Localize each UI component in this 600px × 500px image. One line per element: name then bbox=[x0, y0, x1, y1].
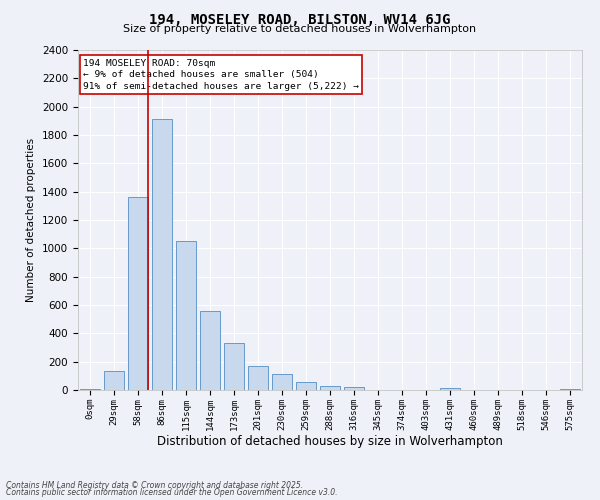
Bar bbox=[440, 388, 460, 390]
Text: Contains HM Land Registry data © Crown copyright and database right 2025.: Contains HM Land Registry data © Crown c… bbox=[6, 480, 303, 490]
Bar bbox=[104, 371, 124, 390]
Bar bbox=[560, 388, 580, 390]
Text: 194 MOSELEY ROAD: 70sqm
← 9% of detached houses are smaller (504)
91% of semi-de: 194 MOSELEY ROAD: 70sqm ← 9% of detached… bbox=[83, 58, 359, 91]
Bar bbox=[296, 382, 316, 390]
Text: 194, MOSELEY ROAD, BILSTON, WV14 6JG: 194, MOSELEY ROAD, BILSTON, WV14 6JG bbox=[149, 12, 451, 26]
Bar bbox=[344, 387, 364, 390]
Bar bbox=[152, 120, 172, 390]
Bar bbox=[80, 388, 100, 390]
Bar bbox=[272, 374, 292, 390]
Y-axis label: Number of detached properties: Number of detached properties bbox=[26, 138, 37, 302]
Bar bbox=[128, 198, 148, 390]
Bar bbox=[248, 366, 268, 390]
Bar bbox=[224, 343, 244, 390]
Bar bbox=[200, 312, 220, 390]
Bar bbox=[320, 386, 340, 390]
Bar bbox=[176, 240, 196, 390]
X-axis label: Distribution of detached houses by size in Wolverhampton: Distribution of detached houses by size … bbox=[157, 436, 503, 448]
Text: Contains public sector information licensed under the Open Government Licence v3: Contains public sector information licen… bbox=[6, 488, 337, 497]
Text: Size of property relative to detached houses in Wolverhampton: Size of property relative to detached ho… bbox=[124, 24, 476, 34]
